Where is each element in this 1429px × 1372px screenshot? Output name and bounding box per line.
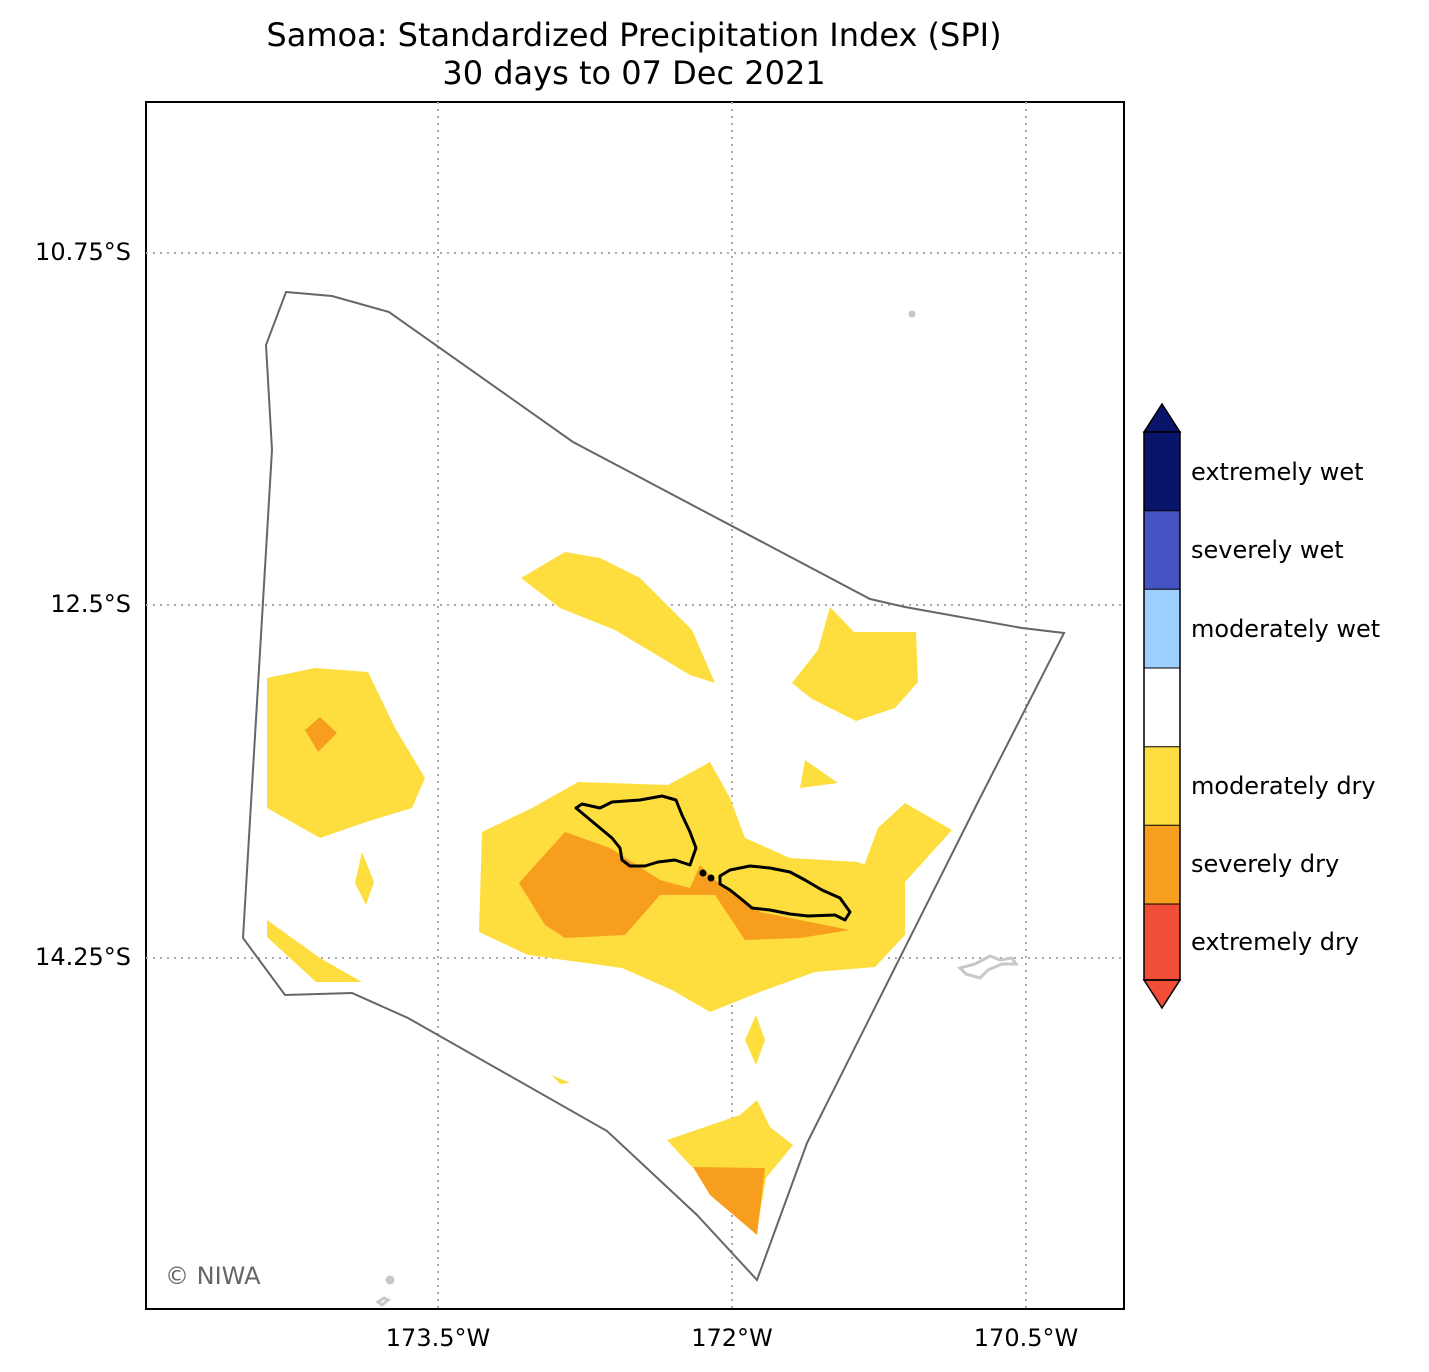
dry-patch-small-e (800, 760, 838, 788)
lon-label-172: 172°W (691, 1324, 773, 1352)
colorbar-normal (1144, 668, 1180, 747)
spi-severely-dry-areas (305, 717, 850, 1235)
colorbar-moderately-dry (1144, 746, 1180, 826)
dry-patch-small-w (355, 852, 374, 905)
manono-island (699, 869, 707, 877)
lat-label-10-75: 10.75°S (35, 238, 131, 266)
legend-label-extremely-wet: extremely wet (1191, 458, 1364, 486)
swains-island (908, 310, 916, 318)
apolima-island (707, 874, 715, 882)
map-title: Samoa: Standardized Precipitation Index … (266, 16, 1002, 54)
colorbar-extremely-dry (1144, 904, 1180, 980)
severe-patch-west (305, 717, 337, 752)
niwa-credit: © NIWA (165, 1262, 261, 1290)
dry-patch-south-small (745, 1015, 765, 1065)
dry-patch-south (667, 1100, 793, 1230)
samoa-coastline (574, 794, 852, 922)
legend-label-moderately-dry: moderately dry (1191, 772, 1376, 800)
dry-patch-east (858, 803, 952, 882)
legend-label-severely-dry: severely dry (1191, 850, 1340, 878)
lon-label-170-5: 170.5°W (973, 1324, 1079, 1352)
colorbar-extend-bottom (1142, 979, 1182, 1010)
dry-patch-southwest (267, 920, 362, 982)
savaii-island (574, 794, 698, 868)
upolu-island (718, 864, 852, 922)
spi-moderately-dry-areas (267, 552, 952, 1230)
colorbar (1142, 402, 1182, 1010)
lat-label-14-25: 14.25°S (35, 943, 131, 971)
colorbar-moderately-wet (1144, 589, 1180, 668)
dry-patch-south-tiny (552, 1075, 570, 1084)
severe-patch-south (693, 1167, 765, 1235)
legend-label-moderately-wet: moderately wet (1191, 615, 1381, 643)
tutuila-island (957, 954, 1019, 980)
dry-patch-west (267, 668, 425, 838)
legend-label-extremely-dry: extremely dry (1191, 928, 1360, 956)
niuafoou-island (385, 1275, 395, 1285)
lon-label-173-5: 173.5°W (385, 1324, 491, 1352)
neighbor-islands (375, 310, 1019, 1307)
wallis-island (375, 1296, 391, 1307)
dry-patch-north (521, 552, 715, 683)
colorbar-severely-dry (1144, 825, 1180, 904)
legend-label-severely-wet: severely wet (1191, 536, 1344, 564)
eez-boundary (241, 290, 1066, 1282)
severe-patch-samoa (519, 832, 850, 940)
colorbar-severely-wet (1144, 510, 1180, 590)
colorbar-extremely-wet (1144, 432, 1180, 511)
map-subtitle: 30 days to 07 Dec 2021 (442, 54, 826, 92)
dry-patch-northeast (792, 607, 918, 721)
colorbar-outline (1143, 431, 1181, 981)
lat-label-12-5: 12.5°S (50, 590, 131, 618)
colorbar-extend-top (1142, 402, 1182, 433)
